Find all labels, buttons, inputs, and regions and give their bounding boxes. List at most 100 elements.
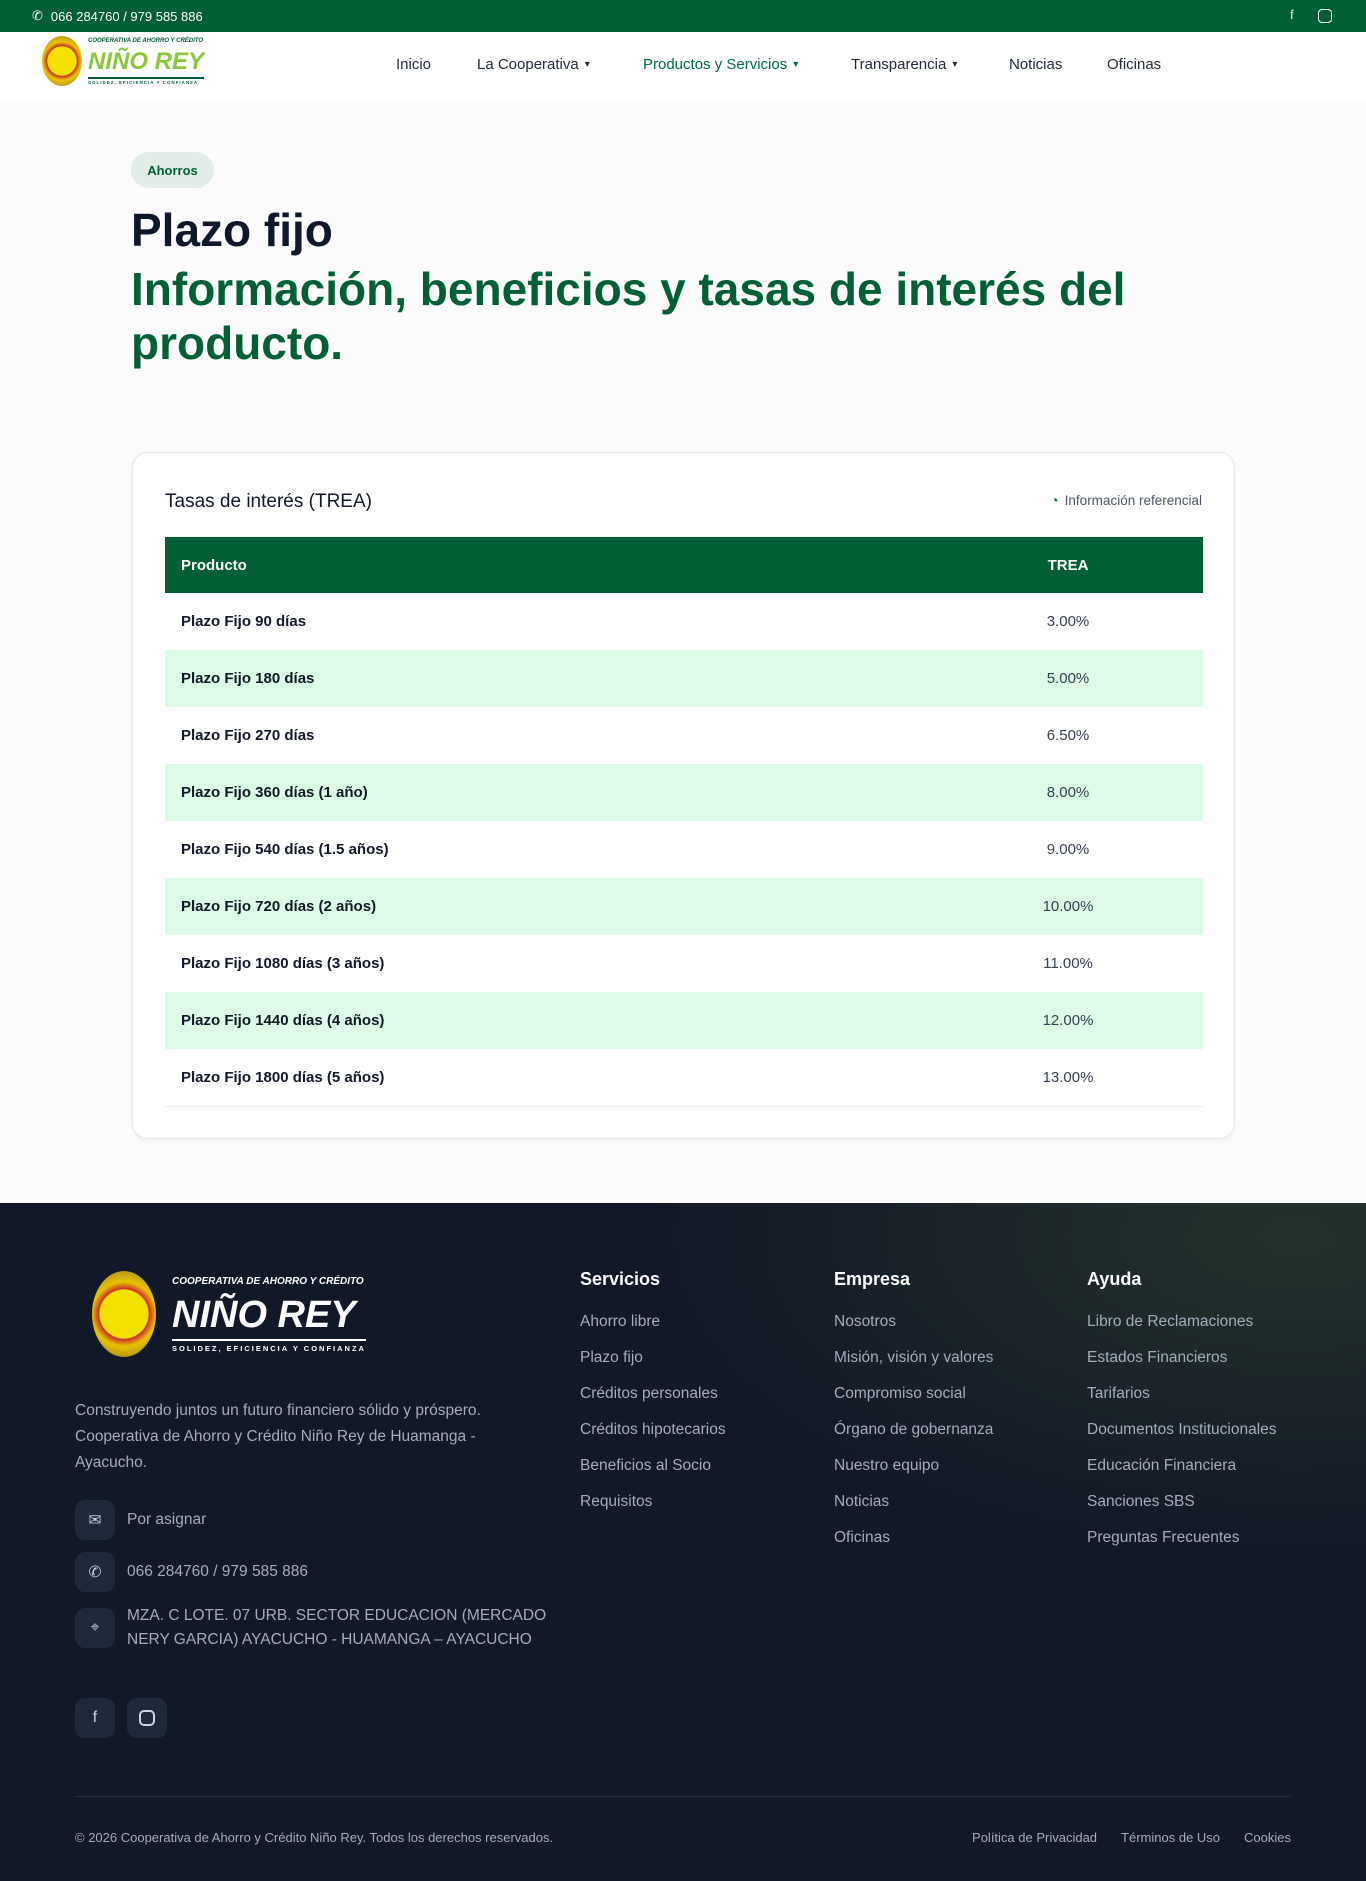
logo-line2: NIÑO REY xyxy=(88,47,205,79)
footer-link[interactable]: Oficinas xyxy=(834,1529,890,1546)
phone-text: 066 284760 / 979 585 886 xyxy=(127,1563,309,1580)
instagram-icon[interactable] xyxy=(1318,9,1332,23)
reference-note-text: Información referencial xyxy=(1064,493,1202,508)
nav-transparencia[interactable]: Transparencia ▾ xyxy=(851,56,957,73)
facebook-icon[interactable]: f xyxy=(1290,7,1294,22)
footer-link[interactable]: Sanciones SBS xyxy=(1087,1493,1195,1510)
footer-link[interactable]: Órgano de gobernanza xyxy=(834,1421,994,1438)
logo-line3: SOLIDEZ, EFICIENCIA Y CONFIANZA xyxy=(172,1343,366,1353)
footer-divider xyxy=(75,1796,1291,1797)
contact-address: ⌖ MZA. C LOTE. 07 URB. SECTOR EDUCACION (… xyxy=(75,1604,555,1652)
product-cell: Plazo Fijo 540 días (1.5 años) xyxy=(181,841,389,858)
footer: COOPERATIVA DE AHORRO Y CRÉDITO NIÑO REY… xyxy=(0,1203,1366,1881)
product-cell: Plazo Fijo 180 días xyxy=(165,650,933,707)
terms-link[interactable]: Términos de Uso xyxy=(1121,1830,1221,1845)
trea-cell: 9.00% xyxy=(1046,841,1090,858)
legal-links: Política de Privacidad Términos de Uso C… xyxy=(972,1830,1291,1845)
product-cell: Plazo Fijo 90 días xyxy=(181,613,307,630)
footer-link[interactable]: Créditos hipotecarios xyxy=(580,1421,726,1438)
table-row: Plazo Fijo 540 días (1.5 años) 9.00% xyxy=(165,821,1203,878)
contact-email: ✉ Por asignar xyxy=(75,1500,206,1540)
mail-icon: ✉ xyxy=(75,1500,115,1540)
footer-link[interactable]: Estados Financieros xyxy=(1087,1349,1228,1366)
trea-cell: 5.00% xyxy=(933,650,1203,707)
product-cell: Plazo Fijo 720 días (2 años) xyxy=(165,878,933,935)
main-nav xyxy=(0,32,1366,98)
privacy-link[interactable]: Política de Privacidad xyxy=(972,1830,1098,1845)
logo-seal xyxy=(42,36,82,86)
header-trea: TREA xyxy=(933,537,1203,593)
product-cell: Plazo Fijo 270 días xyxy=(181,727,315,744)
rates-card: Tasas de interés (TREA) ◔ Información re… xyxy=(132,452,1235,1139)
nav-label: Transparencia xyxy=(851,56,947,73)
footer-column-ayuda: Ayuda Libro de Reclamaciones Estados Finan… xyxy=(1087,1269,1277,1564)
topbar-phone: ✆ 066 284760 / 979 585 886 xyxy=(32,8,203,24)
footer-column-empresa: Empresa Nosotros Misión, visión y valores C… xyxy=(834,1269,993,1564)
product-cell: Plazo Fijo 1800 días (5 años) xyxy=(165,1049,933,1107)
nav-la-cooperativa[interactable]: La Cooperativa ▾ xyxy=(477,56,590,73)
nav-inicio[interactable]: Inicio xyxy=(396,56,431,73)
reference-note: ◔ Información referencial xyxy=(1051,493,1202,508)
logo-line2: NIÑO REY xyxy=(172,1291,366,1341)
footer-link[interactable]: Misión, visión y valores xyxy=(834,1349,994,1366)
footer-column-title: Servicios xyxy=(580,1269,661,1289)
footer-link[interactable]: Noticias xyxy=(834,1493,890,1510)
table-row: Plazo Fijo 720 días (2 años) 10.00% xyxy=(165,878,1203,935)
nav-label: Oficinas xyxy=(1107,56,1162,73)
table-row: Plazo Fijo 180 días 5.00% xyxy=(165,650,1203,707)
logo-line1: COOPERATIVA DE AHORRO Y CRÉDITO xyxy=(88,37,204,44)
table-row: Plazo Fijo 270 días 6.50% xyxy=(165,707,1203,764)
topbar-phone-text: 066 284760 / 979 585 886 xyxy=(50,8,203,24)
product-cell: Plazo Fijo 1440 días (4 años) xyxy=(165,992,933,1049)
nav-label: La Cooperativa xyxy=(477,56,579,73)
table-header: Producto TREA xyxy=(165,537,1203,593)
page-subtitle: Información, beneficios y tasas de inter… xyxy=(131,263,1126,369)
copyright: © 2026 Cooperativa de Ahorro y Crédito N… xyxy=(75,1830,554,1845)
footer-link[interactable]: Tarifarios xyxy=(1087,1385,1150,1402)
footer-link[interactable]: Preguntas Frecuentes xyxy=(1087,1529,1240,1546)
nav-label: Productos y Servicios xyxy=(643,56,788,73)
footer-link[interactable]: Beneficios al Socio xyxy=(580,1457,711,1474)
header-logo[interactable]: COOPERATIVA DE AHORRO Y CRÉDITO NIÑO REY… xyxy=(42,36,205,86)
contact-phone: ✆ 066 284760 / 979 585 886 xyxy=(75,1552,308,1592)
footer-link[interactable]: Libro de Reclamaciones xyxy=(1087,1313,1254,1330)
chevron-down-icon: ▾ xyxy=(793,59,799,70)
footer-link[interactable]: Nosotros xyxy=(834,1313,897,1330)
chevron-down-icon: ▾ xyxy=(584,59,590,70)
category-badge: Ahorros xyxy=(131,152,214,188)
logo-line3: SOLIDEZ, EFICIENCIA Y CONFIANZA xyxy=(88,79,199,85)
rates-table: Producto TREA Plazo Fijo 90 días 3.00% Pla… xyxy=(165,537,1203,1107)
rates-title: Tasas de interés (TREA) xyxy=(165,491,372,512)
footer-link[interactable]: Créditos personales xyxy=(580,1385,718,1402)
cookies-link[interactable]: Cookies xyxy=(1244,1830,1291,1845)
table-row: Plazo Fijo 90 días 3.00% xyxy=(165,593,1203,650)
nav-noticias[interactable]: Noticias xyxy=(1009,56,1062,73)
footer-link[interactable]: Plazo fijo xyxy=(580,1349,643,1366)
trea-cell: 10.00% xyxy=(933,878,1203,935)
trea-cell: 6.50% xyxy=(1046,727,1090,744)
instagram-icon[interactable] xyxy=(127,1698,167,1738)
footer-link[interactable]: Compromiso social xyxy=(834,1385,966,1402)
nav-oficinas[interactable]: Oficinas xyxy=(1107,56,1161,73)
logo-line1: COOPERATIVA DE AHORRO Y CRÉDITO xyxy=(172,1275,364,1287)
facebook-icon[interactable]: f xyxy=(75,1698,115,1738)
footer-logo: COOPERATIVA DE AHORRO Y CRÉDITO NIÑO REY… xyxy=(92,1271,366,1357)
trea-cell: 11.00% xyxy=(1043,955,1093,972)
footer-link[interactable]: Requisitos xyxy=(580,1493,653,1510)
footer-link[interactable]: Nuestro equipo xyxy=(834,1457,940,1474)
footer-column-servicios: Servicios Ahorro libre Plazo fijo Créditos … xyxy=(580,1269,726,1528)
nav-productos[interactable]: Productos y Servicios ▾ xyxy=(643,56,798,73)
phone-icon: ✆ xyxy=(32,8,43,23)
product-cell: Plazo Fijo 360 días (1 año) xyxy=(165,764,933,821)
footer-link[interactable]: Ahorro libre xyxy=(580,1313,661,1330)
top-bar: ✆ 066 284760 / 979 585 886 f xyxy=(0,0,1366,32)
footer-link[interactable]: Educación Financiera xyxy=(1087,1457,1237,1474)
location-pin-icon: ⌖ xyxy=(75,1608,115,1648)
logo-seal xyxy=(92,1271,156,1357)
table-row: Plazo Fijo 1440 días (4 años) 12.00% xyxy=(165,992,1203,1049)
product-cell: Plazo Fijo 1080 días (3 años) xyxy=(181,955,385,972)
nav-label: Noticias xyxy=(1009,56,1063,73)
footer-link[interactable]: Documentos Institucionales xyxy=(1087,1421,1277,1438)
trea-cell: 12.00% xyxy=(933,992,1203,1049)
email-text: Por asignar xyxy=(127,1511,207,1528)
